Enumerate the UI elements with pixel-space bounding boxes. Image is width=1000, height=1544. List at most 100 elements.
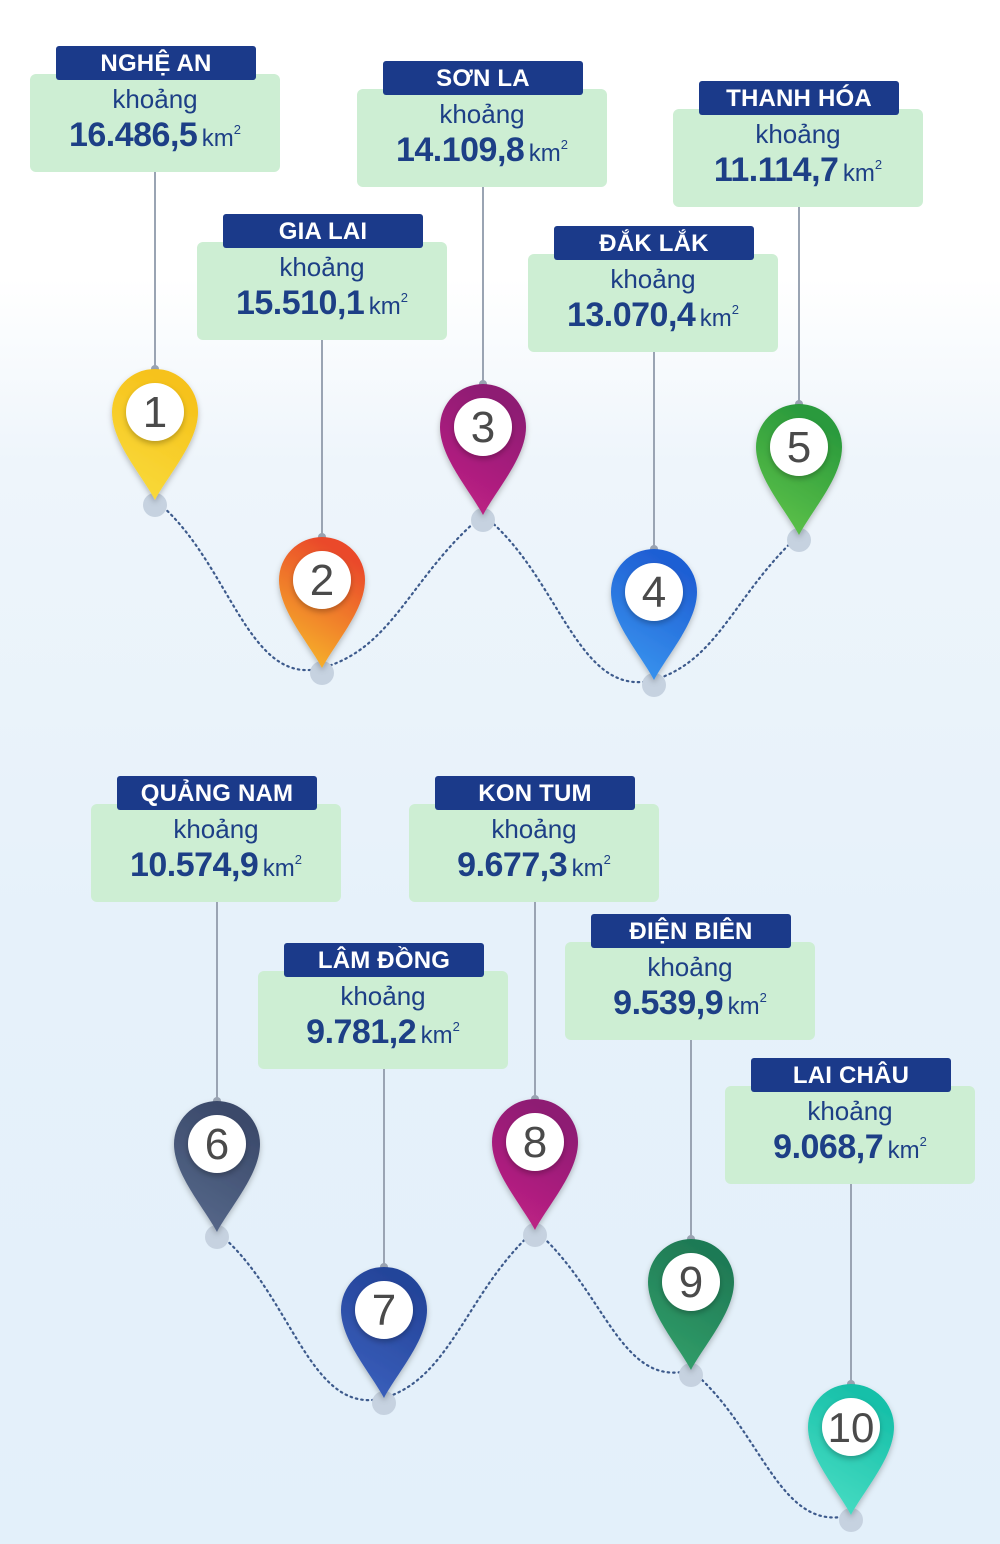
province-card: khoảng 11.114,7 km2 THANH HÓA [673,81,923,207]
map-pin-icon: 10 [808,1384,894,1515]
pin-base-dot [679,1363,703,1387]
province-card: khoảng 9.539,9 km2 ĐIỆN BIÊN [565,914,815,1040]
area-unit: km2 [262,852,303,882]
map-pin-icon: 8 [492,1099,578,1230]
pin-rank-label: 1 [143,388,167,437]
area-unit: km2 [368,290,409,320]
area-box: khoảng 13.070,4 km2 [528,254,778,352]
area-box: khoảng 9.781,2 km2 [258,971,508,1069]
province-name: ĐIỆN BIÊN [591,914,791,948]
map-pin-icon: 4 [611,549,697,680]
area-unit: km2 [727,990,767,1020]
area-value: 9.539,9 km2 [565,984,815,1023]
area-unit: km2 [887,1134,927,1164]
pin-base-dot [372,1391,396,1415]
pin-base-dot [523,1223,547,1247]
area-prefix: khoảng [647,952,733,982]
area-number: 15.510,1 [235,284,365,322]
area-prefix: khoảng [112,84,198,114]
route-line-bottom [215,1228,853,1519]
map-pin-icon: 5 [756,404,842,535]
province-card: khoảng 16.486,5 km2 NGHỆ AN [30,46,280,172]
area-value: 10.574,9 km2 [91,846,341,885]
area-number: 11.114,7 [713,151,839,189]
pin-rank-label: 2 [310,556,334,605]
pin-rank-label: 5 [787,423,811,472]
province-name: SƠN LA [383,61,583,95]
province-card: khoảng 9.781,2 km2 LÂM ĐỒNG [258,943,508,1069]
area-unit: km2 [528,137,569,167]
area-value: 9.781,2 km2 [258,1013,508,1052]
pin-base-dot [143,493,167,517]
area-number: 13.070,4 [566,296,696,334]
map-pin-icon: 6 [174,1101,260,1232]
area-prefix: khoảng [340,981,426,1011]
area-number: 9.677,3 [457,846,568,884]
province-name: LAI CHÂU [751,1058,951,1092]
pin-rank-label: 10 [828,1404,875,1451]
province-name: KON TUM [435,776,635,810]
pin-base-dot [310,661,334,685]
area-box: khoảng 10.574,9 km2 [91,804,341,902]
area-box: khoảng 16.486,5 km2 [30,74,280,172]
area-unit: km2 [571,852,611,882]
area-number: 9.068,7 [773,1128,884,1166]
pin-base-dot [642,673,666,697]
pin-base-dot [839,1508,863,1532]
area-value: 13.070,4 km2 [528,296,778,335]
area-number: 16.486,5 [68,116,198,154]
area-box: khoảng 9.677,3 km2 [409,804,659,902]
province-name: GIA LAI [223,214,423,248]
area-value: 9.677,3 km2 [409,846,659,885]
pin-base-dot [471,508,495,532]
map-pin-icon: 1 [111,368,199,500]
area-box: khoảng 11.114,7 km2 [673,109,923,207]
map-pin-icon: 7 [341,1266,427,1398]
pin-rank-label: 8 [523,1118,547,1167]
area-value: 16.486,5 km2 [30,116,280,155]
area-prefix: khoảng [755,119,841,149]
province-card: khoảng 9.068,7 km2 LAI CHÂU [725,1058,975,1184]
pin-rank-label: 3 [471,403,495,452]
pin-base-dot [205,1225,229,1249]
area-value: 14.109,8 km2 [357,131,607,170]
area-number: 9.781,2 [306,1013,417,1051]
map-pin-icon: 2 [279,537,365,668]
area-unit: km2 [201,122,242,152]
area-value: 11.114,7 km2 [673,151,923,190]
area-number: 14.109,8 [395,131,525,169]
area-number: 10.574,9 [129,846,259,884]
map-pin-icon: 9 [648,1239,734,1370]
province-name: ĐẮK LẮK [554,226,754,260]
province-name: THANH HÓA [699,81,899,115]
area-prefix: khoảng [807,1096,893,1126]
area-prefix: khoảng [279,252,365,282]
province-card: khoảng 15.510,1 km2 GIA LAI [197,214,447,340]
area-number: 9.539,9 [613,984,724,1022]
province-name: LÂM ĐỒNG [284,943,484,977]
pin-rank-label: 7 [372,1286,396,1335]
area-prefix: khoảng [439,99,525,129]
pin-rank-label: 4 [642,568,666,617]
province-name: QUẢNG NAM [117,776,317,810]
province-name: NGHỆ AN [56,46,256,80]
area-box: khoảng 14.109,8 km2 [357,89,607,187]
area-unit: km2 [842,157,883,187]
pin-rank-label: 9 [679,1258,703,1307]
area-box: khoảng 9.068,7 km2 [725,1086,975,1184]
area-prefix: khoảng [610,264,696,294]
pin-rank-label: 6 [205,1120,229,1169]
area-prefix: khoảng [491,814,577,844]
map-pin-icon: 3 [440,384,526,515]
pin-base-dot [787,528,811,552]
province-card: khoảng 13.070,4 km2 ĐẮK LẮK [528,226,778,352]
area-unit: km2 [420,1019,460,1049]
province-card: khoảng 10.574,9 km2 QUẢNG NAM [91,776,341,902]
province-card: khoảng 9.677,3 km2 KON TUM [409,776,659,902]
area-value: 9.068,7 km2 [725,1128,975,1167]
area-unit: km2 [699,302,740,332]
area-value: 15.510,1 km2 [197,284,447,323]
province-card: khoảng 14.109,8 km2 SƠN LA [357,61,607,187]
area-box: khoảng 9.539,9 km2 [565,942,815,1040]
